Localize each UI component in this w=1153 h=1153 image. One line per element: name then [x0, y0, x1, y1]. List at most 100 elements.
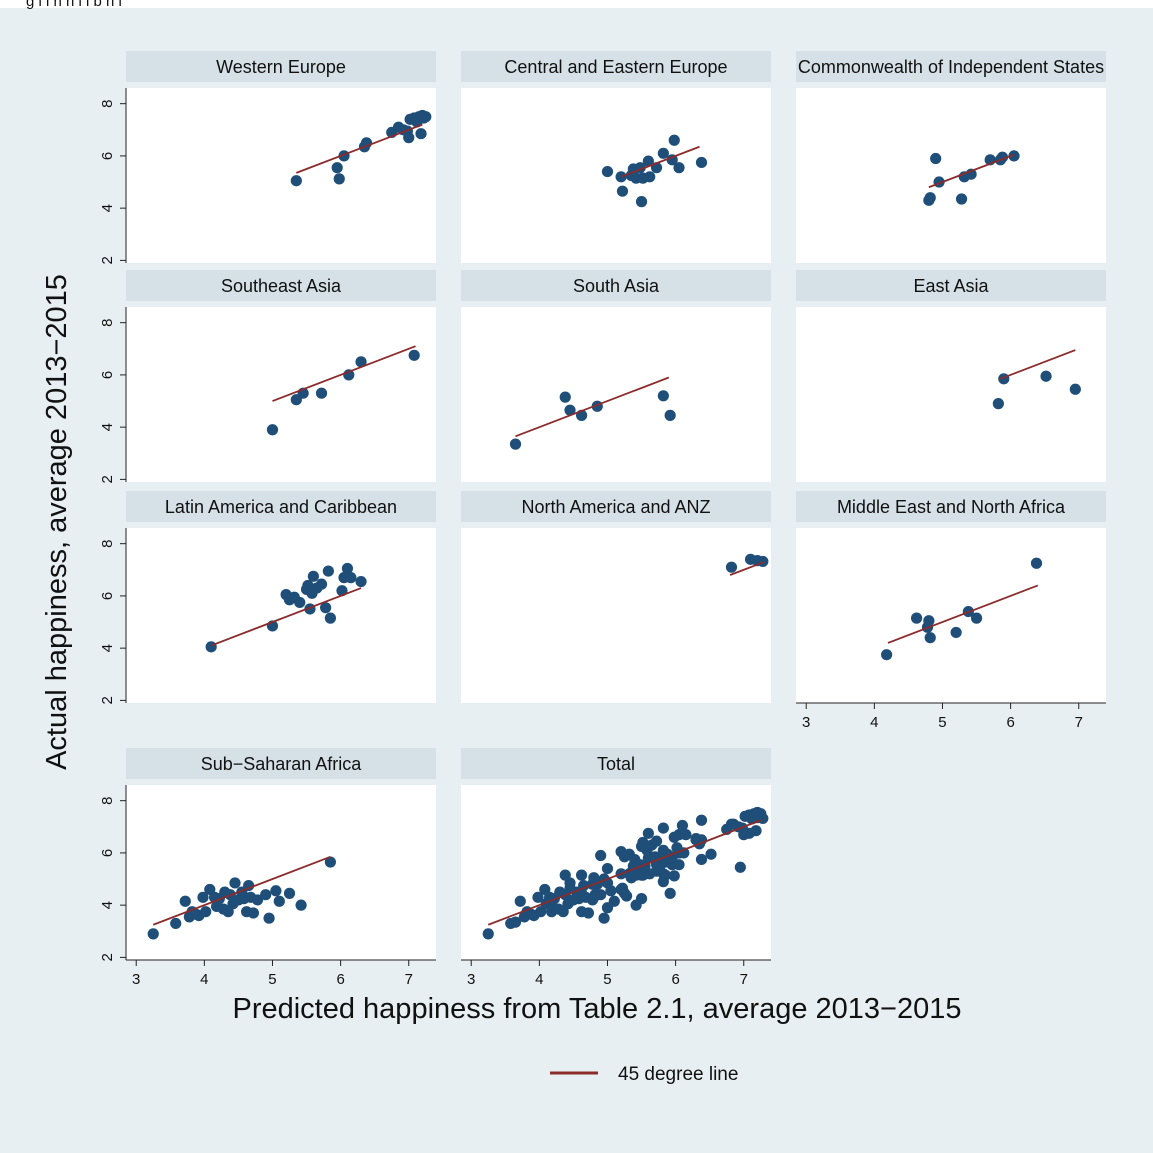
panel-title-sub-saharan-africa: Sub−Saharan Africa: [201, 754, 363, 774]
line-45-commonwealth-of-independent-states: [928, 153, 1015, 189]
point-total-93: [588, 872, 600, 884]
point-total-83: [676, 819, 689, 832]
point-latin-america-and-caribbean-0: [205, 641, 217, 653]
panel-sub-saharan-africa: Sub−Saharan Africa 2 4 6 8 3 4 5 6 7: [99, 748, 436, 988]
line-45-sub-saharan-africa: [152, 855, 331, 926]
point-middle-east-and-north-africa-5: [950, 626, 962, 639]
point-latin-america-and-caribbean-19: [345, 572, 357, 584]
panel-latin-america-and-caribbean: Latin America and Caribbean 2 4 6 8: [99, 491, 436, 705]
plot-area-latin-america-and-caribbean: [126, 528, 436, 703]
point-total-128: [605, 885, 617, 897]
x-tick-label-sub-saharan-africa-3: 3: [132, 971, 140, 988]
point-sub-saharan-africa-33: [324, 856, 336, 868]
point-commonwealth-of-independent-states-2: [930, 152, 942, 165]
page-header-fragment: g i i h h i i b h i: [26, 0, 122, 10]
panel-title-middle-east-and-north-africa: Middle East and North Africa: [837, 497, 1066, 517]
point-southeast-asia-6: [408, 349, 420, 361]
panel-strip-total: [461, 748, 771, 779]
point-total-53: [743, 827, 755, 839]
y-tick-label-latin-america-and-caribbean-4: 4: [99, 644, 116, 652]
point-total-107: [535, 906, 547, 918]
y-tick-label-southeast-asia-4: 4: [99, 423, 116, 431]
panel-title-central-and-eastern-europe: Central and Eastern Europe: [504, 57, 727, 77]
point-central-and-eastern-europe-15: [673, 162, 685, 174]
panel-title-latin-america-and-caribbean: Latin America and Caribbean: [165, 497, 397, 517]
panel-total: Total 3 4 5 6 7: [461, 748, 771, 988]
point-central-and-eastern-europe-10: [644, 171, 656, 183]
point-sub-saharan-africa-28: [263, 912, 275, 924]
point-total-70: [629, 853, 641, 866]
panel-title-western-europe: Western Europe: [216, 57, 346, 77]
point-total-117: [564, 877, 576, 889]
point-total-125: [586, 894, 599, 906]
point-latin-america-and-caribbean-13: [320, 602, 332, 614]
point-total-126: [595, 889, 607, 901]
point-middle-east-and-north-africa-4: [924, 632, 936, 644]
x-tick-label-sub-saharan-africa-5: 5: [268, 971, 276, 988]
point-total-2: [668, 870, 680, 882]
point-central-and-eastern-europe-9: [642, 155, 654, 167]
panels: Western Europe 2 4 6 8 Central and Eastern Eu…: [99, 51, 1106, 988]
point-east-asia-3: [1069, 383, 1081, 395]
point-total-34: [673, 859, 685, 871]
legend: 45 degree line: [550, 1064, 738, 1085]
point-western-europe-1: [331, 162, 343, 174]
panel-strip-south-asia: [461, 270, 771, 301]
point-sub-saharan-africa-7: [197, 891, 209, 903]
plot-area-sub-saharan-africa: [126, 785, 436, 960]
point-central-and-eastern-europe-2: [616, 185, 629, 197]
point-latin-america-and-caribbean-14: [322, 565, 334, 577]
point-total-131: [630, 899, 642, 911]
point-total-79: [657, 822, 669, 834]
point-total-106: [532, 891, 544, 903]
plot-area-north-america-and-anz: [461, 528, 771, 703]
point-middle-east-and-north-africa-3: [923, 615, 935, 627]
x-tick-label-sub-saharan-africa-7: 7: [405, 971, 413, 988]
point-south-asia-6: [664, 409, 676, 421]
point-southeast-asia-0: [266, 424, 279, 436]
line-45-north-america-and-anz: [729, 561, 765, 576]
panel-strip-middle-east-and-north-africa: [796, 491, 1106, 522]
panel-middle-east-and-north-africa: Middle East and North Africa 3 4 5 6 7: [796, 491, 1106, 731]
y-tick-label-sub-saharan-africa-6: 6: [99, 849, 116, 857]
x-tick-label-sub-saharan-africa-6: 6: [336, 971, 344, 988]
point-total-100: [505, 917, 517, 930]
plot-area-western-europe: [126, 88, 436, 263]
point-central-and-eastern-europe-7: [635, 196, 648, 208]
x-tick-label-middle-east-and-north-africa-4: 4: [870, 714, 878, 731]
point-south-asia-5: [657, 390, 669, 402]
panel-strip-north-america-and-anz: [461, 491, 771, 522]
panel-central-and-eastern-europe: Central and Eastern Europe: [461, 51, 771, 263]
x-tick-label-middle-east-and-north-africa-6: 6: [1006, 714, 1014, 731]
point-southeast-asia-5: [355, 356, 367, 368]
point-south-asia-1: [559, 391, 571, 403]
point-western-europe-2: [333, 173, 345, 185]
panel-title-commonwealth-of-independent-states: Commonwealth of Independent States: [798, 57, 1104, 77]
panel-strip-sub-saharan-africa: [126, 748, 436, 779]
panel-title-southeast-asia: Southeast Asia: [221, 276, 342, 296]
point-central-and-eastern-europe-16: [695, 156, 708, 169]
point-southeast-asia-3: [315, 387, 328, 399]
plot-area-south-asia: [461, 307, 771, 482]
point-total-85: [690, 832, 702, 845]
point-latin-america-and-caribbean-18: [341, 562, 354, 575]
point-western-europe-18: [420, 111, 432, 123]
panel-strip-east-asia: [796, 270, 1106, 301]
panel-east-asia: East Asia: [796, 270, 1106, 482]
point-commonwealth-of-independent-states-4: [955, 193, 968, 205]
point-total-124: [582, 907, 595, 919]
point-latin-america-and-caribbean-10: [307, 570, 319, 582]
x-tick-label-middle-east-and-north-africa-7: 7: [1075, 714, 1083, 731]
point-western-europe-0: [290, 175, 302, 187]
x-tick-label-total-7: 7: [740, 971, 748, 988]
panel-southeast-asia: Southeast Asia 2 4 6 8: [99, 270, 436, 484]
y-tick-label-western-europe-6: 6: [99, 152, 116, 160]
point-sub-saharan-africa-30: [273, 895, 285, 907]
plot-area-middle-east-and-north-africa: [796, 528, 1106, 703]
point-total-99: [482, 928, 494, 940]
panel-strip-central-and-eastern-europe: [461, 51, 771, 82]
point-commonwealth-of-independent-states-10: [1008, 150, 1020, 162]
x-tick-label-sub-saharan-africa-4: 4: [200, 971, 208, 988]
